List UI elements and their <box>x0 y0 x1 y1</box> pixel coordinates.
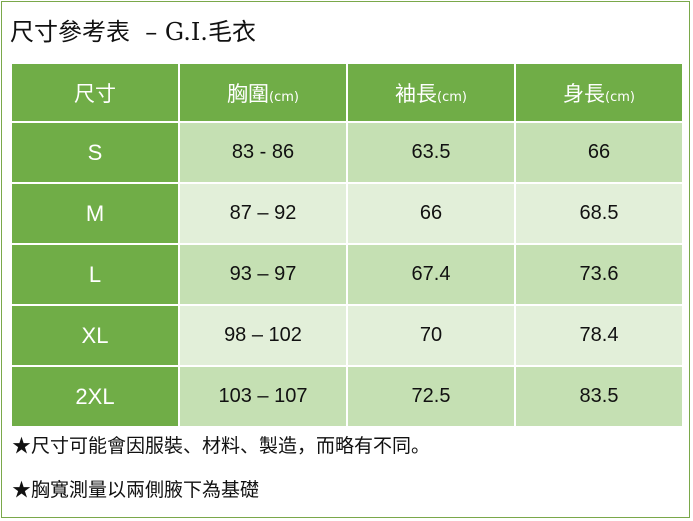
sleeve-cell: 66 <box>346 182 516 245</box>
sleeve-cell: 63.5 <box>346 121 516 184</box>
chest-cell: 87 – 92 <box>178 182 348 245</box>
header-body-length: 身長(cm) <box>514 62 684 123</box>
sleeve-cell: 72.5 <box>346 365 516 428</box>
size-cell: XL <box>10 304 180 367</box>
header-body-label: 身長 <box>563 81 606 106</box>
header-sleeve-label: 袖長 <box>395 81 438 106</box>
table-header-row: 尺寸 胸圍(cm) 袖長(cm) 身長(cm) <box>10 62 684 123</box>
table-row: 2XL 103 – 107 72.5 83.5 <box>10 365 684 428</box>
chest-cell: 83 - 86 <box>178 121 348 184</box>
chest-cell: 98 – 102 <box>178 304 348 367</box>
chest-cell: 93 – 97 <box>178 243 348 306</box>
header-sleeve: 袖長(cm) <box>346 62 516 123</box>
size-cell: L <box>10 243 180 306</box>
header-chest-unit: (cm) <box>269 89 299 105</box>
table-row: S 83 - 86 63.5 66 <box>10 121 684 184</box>
header-body-unit: (cm) <box>605 89 635 105</box>
body-length-cell: 66 <box>514 121 684 184</box>
header-chest: 胸圍(cm) <box>178 62 348 123</box>
size-cell: S <box>10 121 180 184</box>
header-sleeve-unit: (cm) <box>437 89 467 105</box>
header-chest-label: 胸圍 <box>227 81 270 106</box>
sleeve-cell: 67.4 <box>346 243 516 306</box>
note-chest-measurement: ★胸寬測量以兩側腋下為基礎 <box>12 479 260 501</box>
header-size: 尺寸 <box>10 62 180 123</box>
page-title: 尺寸參考表 – G.I.毛衣 <box>10 18 256 46</box>
table-row: L 93 – 97 67.4 73.6 <box>10 243 684 306</box>
size-cell: 2XL <box>10 365 180 428</box>
table-row: M 87 – 92 66 68.5 <box>10 182 684 245</box>
table-row: XL 98 – 102 70 78.4 <box>10 304 684 367</box>
body-length-cell: 83.5 <box>514 365 684 428</box>
size-cell: M <box>10 182 180 245</box>
body-length-cell: 68.5 <box>514 182 684 245</box>
sleeve-cell: 70 <box>346 304 516 367</box>
note-size-variation: ★尺寸可能會因服裝、材料、製造，而略有不同。 <box>12 435 431 457</box>
size-chart-table: 尺寸 胸圍(cm) 袖長(cm) 身長(cm) S 83 - 86 63.5 6… <box>10 62 684 428</box>
body-length-cell: 73.6 <box>514 243 684 306</box>
header-size-label: 尺寸 <box>74 81 116 106</box>
chest-cell: 103 – 107 <box>178 365 348 428</box>
body-length-cell: 78.4 <box>514 304 684 367</box>
